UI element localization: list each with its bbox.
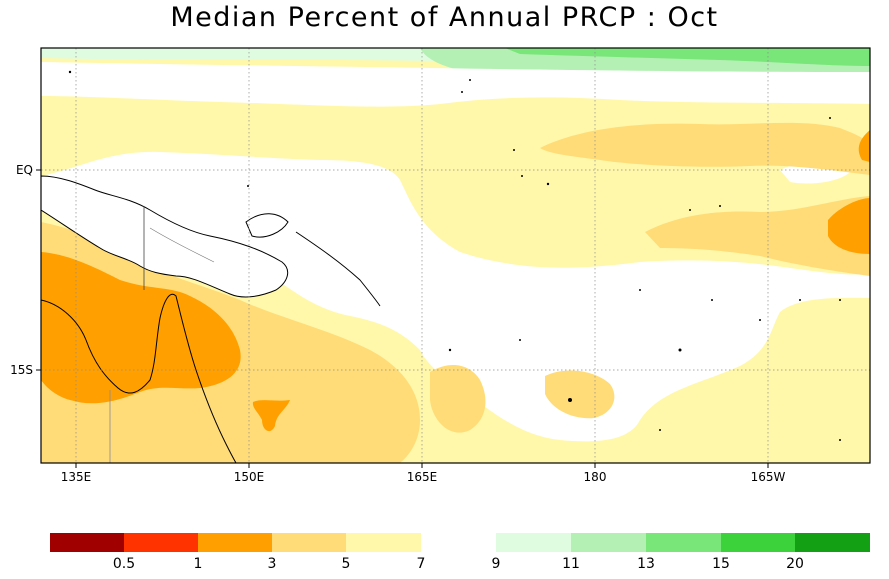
x-tick-label-150e: 150E — [234, 470, 265, 484]
colorbar-swatch-dry-4 — [346, 533, 421, 552]
gridlines — [41, 48, 870, 463]
x-tick-label-165e: 165E — [407, 470, 438, 484]
colorbar-swatch-wet-0 — [496, 533, 571, 552]
band-7-9-north — [41, 62, 870, 107]
x-tick-label-165w: 165W — [751, 470, 786, 484]
band-3-5-vanuatu — [430, 365, 486, 433]
band-1-3-north-edge — [858, 130, 870, 162]
colorbar-label-3: 3 — [268, 556, 277, 572]
colorbar-label-13: 13 — [637, 556, 655, 572]
x-tick-label-180: 180 — [584, 470, 607, 484]
colorbar-swatch-wet-2 — [646, 533, 721, 552]
colorbar-label-5: 5 — [342, 556, 351, 572]
y-tick-label-eq: EQ — [16, 163, 33, 177]
colorbar-swatch-dry-3 — [272, 533, 346, 552]
band-1-3-coral-sea — [252, 400, 290, 432]
band-1-3-east — [828, 198, 870, 254]
map-frame — [40, 47, 871, 464]
colorbar-label-11: 11 — [562, 556, 580, 572]
band-3-5-fiji — [545, 370, 615, 419]
colorbar-label-7: 7 — [417, 556, 426, 572]
colorbar-swatch-wet-1 — [571, 533, 646, 552]
band-3-5-east — [645, 196, 870, 276]
x-tick-label-135e: 135E — [61, 470, 92, 484]
colorbar-swatch-wet-3 — [721, 533, 795, 552]
axis-ticks — [36, 169, 769, 468]
colorbar-label-0-5: 0.5 — [113, 556, 135, 572]
colorbar-label-15: 15 — [712, 556, 730, 572]
colorbar-swatch-dry-2 — [198, 533, 272, 552]
colorbar-swatch-dry-1 — [124, 533, 198, 552]
wet-band-13-15 — [505, 48, 870, 66]
map-title: Median Percent of Annual PRCP : Oct — [170, 2, 719, 33]
coast-australia — [41, 293, 237, 463]
colorbar-swatch-wet-4 — [795, 533, 870, 552]
colorbar-swatch-dry-0 — [50, 533, 124, 552]
band-3-5-north — [540, 122, 870, 175]
island-dots — [68, 70, 841, 441]
colorbar-label-1: 1 — [194, 556, 203, 572]
band-1-3-australia — [41, 252, 241, 404]
colorbar-label-9: 9 — [492, 556, 501, 572]
border-provincial — [149, 227, 215, 263]
land-new-britain — [245, 213, 289, 238]
colorbar-label-20: 20 — [786, 556, 804, 572]
colorbar: 0.5 1 3 5 7 9 11 13 15 20 — [50, 533, 870, 572]
shading-layer — [41, 48, 870, 463]
coast-solomon-islands — [295, 231, 381, 307]
y-tick-label-15s: 15S — [10, 363, 33, 377]
